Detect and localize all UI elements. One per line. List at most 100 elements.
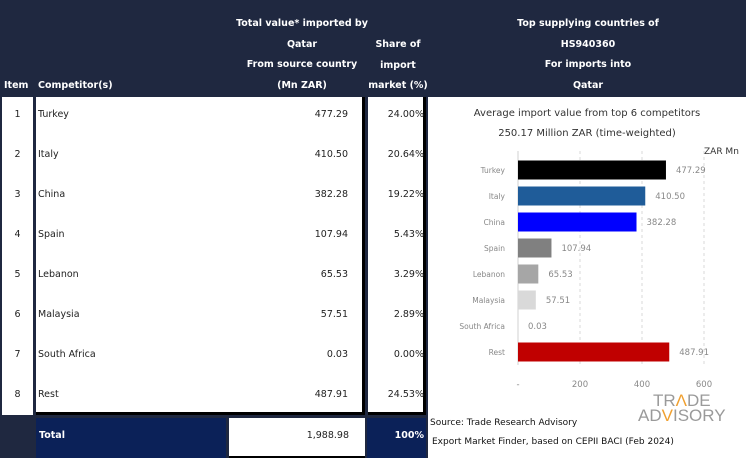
row-item: 7 <box>14 349 21 360</box>
total-share: 100% <box>394 430 424 441</box>
row-item: 3 <box>14 189 21 200</box>
row-share: 5.43% <box>393 229 424 240</box>
row-item: 5 <box>14 269 21 280</box>
x-tick-label: 600 <box>696 380 712 390</box>
competitor-value-column <box>36 97 365 415</box>
row-competitor: Italy <box>38 149 59 160</box>
row-competitor: China <box>38 189 66 200</box>
table-row: 8 Rest 487.91 24.53% <box>0 385 430 405</box>
row-share: 0.00% <box>393 349 424 360</box>
row-value: 382.28 <box>314 189 348 200</box>
x-tick-label: 400 <box>634 380 650 390</box>
table-row: 3 China 382.28 19.22% <box>0 185 430 205</box>
row-item: 2 <box>14 149 21 160</box>
value-label: 0.03 <box>528 322 547 332</box>
row-share: 24.00% <box>387 109 424 120</box>
source-line: Export Market Finder, based on CEPII BAC… <box>432 437 674 447</box>
header-share-line: import <box>380 59 416 71</box>
header-top-line: For imports into <box>544 59 632 70</box>
source-note: Source: Trade Research Advisory Export M… <box>430 414 674 452</box>
header-total-line: From source country <box>246 59 358 70</box>
total-label-cell: Total <box>36 418 226 458</box>
category-label: Rest <box>489 348 505 357</box>
header-competitor-text: Competitor(s) <box>38 80 113 91</box>
value-label: 65.53 <box>548 270 572 280</box>
row-value: 107.94 <box>314 229 348 240</box>
grid-layer <box>517 151 705 365</box>
table-row: 6 Malaysia 57.51 2.89% <box>0 305 430 325</box>
bar-chart: Average import value from top 6 competit… <box>459 108 739 390</box>
x-tick-label: 200 <box>572 380 588 390</box>
row-value: 487.91 <box>314 389 348 400</box>
row-share: 19.22% <box>387 189 424 200</box>
row-competitor: Spain <box>38 229 65 240</box>
trade-advisory-logo: TRΛDE ADVISORY <box>638 391 726 425</box>
row-item: 1 <box>14 109 21 120</box>
header-item-text: Item <box>4 80 29 91</box>
logo-text: DE <box>686 391 711 410</box>
source-line: Source: Trade Research Advisory <box>430 418 578 428</box>
bar-lebanon <box>518 264 539 284</box>
share-column <box>368 97 426 415</box>
row-item: 8 <box>14 389 21 400</box>
header-share-line: market (%) <box>368 80 428 91</box>
total-share-cell: 100% <box>367 418 426 458</box>
unit-label: ZAR Mn <box>704 147 739 157</box>
category-label: South Africa <box>459 322 505 331</box>
row-value: 410.50 <box>314 149 348 160</box>
row-share: 24.53% <box>387 389 424 400</box>
value-label: 487.91 <box>679 348 709 358</box>
header-top-line: Top supplying countries of <box>517 18 659 29</box>
category-label: China <box>484 218 505 227</box>
row-value: 57.51 <box>320 309 348 320</box>
row-share: 3.29% <box>393 269 424 280</box>
header-top-line: HS940360 <box>560 38 616 50</box>
logo-text: AD <box>638 406 662 425</box>
row-share: 2.89% <box>393 309 424 320</box>
item-column <box>2 97 33 415</box>
row-competitor: Malaysia <box>38 309 80 320</box>
total-value: 1,988.98 <box>306 430 349 441</box>
header-total-value: Total value* imported by Qatar From sour… <box>232 14 372 96</box>
category-label: Italy <box>489 192 506 201</box>
row-value: 477.29 <box>314 109 348 120</box>
header-total-line: (Mn ZAR) <box>277 79 327 91</box>
logo-text: TR <box>652 391 676 410</box>
table-row: 5 Lebanon 65.53 3.29% <box>0 265 430 285</box>
chart-title: Average import value from top 6 competit… <box>474 108 700 119</box>
chart-panel: Average import value from top 6 competit… <box>428 97 746 458</box>
category-label: Turkey <box>480 166 506 175</box>
header-share: Share of import market (%) <box>366 35 430 97</box>
logo-accent: V <box>661 406 673 425</box>
row-value: 65.53 <box>320 269 348 280</box>
total-label: Total <box>39 430 65 441</box>
row-competitor: Rest <box>38 389 59 400</box>
header-item: Item <box>4 76 28 97</box>
bar-rest <box>518 342 670 362</box>
bar-italy <box>518 186 646 206</box>
value-label: 477.29 <box>676 166 706 176</box>
value-label: 382.28 <box>647 218 677 228</box>
header-competitor: Competitor(s) <box>38 76 113 97</box>
logo-accent: Λ <box>675 391 687 410</box>
bar-turkey <box>518 160 666 180</box>
header-share-line: Share of <box>375 39 421 50</box>
total-value-cell: 1,988.98 <box>229 418 365 458</box>
row-competitor: South Africa <box>38 349 96 360</box>
row-competitor: Turkey <box>38 109 69 120</box>
chart-subtitle: 250.17 Million ZAR (time-weighted) <box>498 128 676 139</box>
table-row: 2 Italy 410.50 20.64% <box>0 145 430 165</box>
bar-malaysia <box>518 290 536 310</box>
table-row: 1 Turkey 477.29 24.00% <box>0 105 430 125</box>
label-layer: - 200 400 600 Turkey 477.29 Italy 410.50 China 38… <box>459 166 712 390</box>
header-total-line: Qatar <box>286 38 318 50</box>
row-competitor: Lebanon <box>38 269 79 280</box>
bar-layer <box>518 160 670 362</box>
table-row: 4 Spain 107.94 5.43% <box>0 225 430 245</box>
value-label: 107.94 <box>561 244 591 254</box>
header-total-line: Total value* imported by <box>236 18 368 29</box>
x-tick-label: - <box>516 380 519 390</box>
header-top-line: Qatar <box>572 79 604 91</box>
logo-text: ISORY <box>672 406 726 425</box>
header-top-suppliers: Top supplying countries of HS940360 For … <box>430 14 746 96</box>
